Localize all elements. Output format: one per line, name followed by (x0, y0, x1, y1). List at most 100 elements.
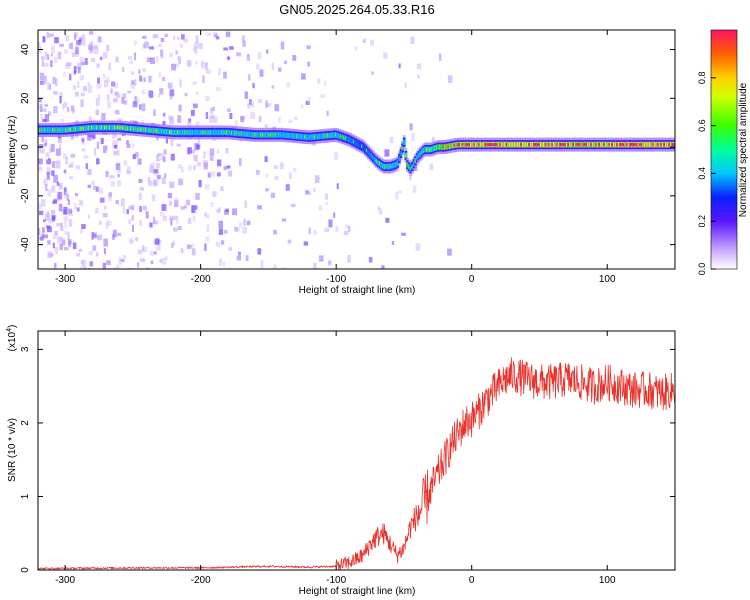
noise-speck (59, 96, 62, 104)
noise-speck (257, 51, 262, 60)
noise-speck (170, 138, 174, 147)
track-mid (222, 129, 225, 136)
track-mid (601, 141, 604, 148)
noise-speck (142, 67, 146, 73)
noise-speck (195, 60, 198, 65)
noise-speck (192, 46, 195, 52)
noise-speck (42, 37, 46, 42)
noise-speck (227, 108, 231, 113)
noise-speck (307, 191, 311, 195)
noise-speck (91, 58, 95, 62)
noise-speck (265, 173, 269, 178)
noise-speck (42, 219, 46, 223)
spectrogram-frame (37, 29, 676, 270)
track-mid (162, 128, 165, 135)
noise-speck (157, 43, 163, 48)
noise-speck (72, 242, 77, 250)
noise-speck (87, 133, 92, 141)
noise-speck (91, 180, 95, 185)
noise-speck (218, 67, 222, 76)
noise-speck (285, 184, 290, 191)
track-mid (381, 163, 385, 169)
track-mid (614, 141, 617, 148)
noise-speck (76, 40, 81, 46)
track-mid (178, 129, 181, 136)
track-mid (648, 141, 651, 148)
noise-speck (109, 175, 115, 179)
noise-speck (174, 199, 179, 207)
noise-speck (139, 205, 142, 213)
noise-speck (115, 200, 119, 205)
noise-speck (238, 158, 242, 166)
noise-speck (133, 52, 137, 61)
noise-speck (44, 103, 49, 107)
track-mid (463, 141, 466, 148)
noise-speck (206, 69, 211, 75)
noise-speck (105, 170, 109, 178)
noise-speck (328, 219, 333, 228)
track-mid (147, 127, 150, 133)
noise-speck (117, 232, 122, 237)
track-mid (45, 127, 48, 133)
noise-speck (89, 31, 94, 35)
noise-speck (178, 104, 182, 112)
track-mid (250, 131, 253, 138)
snr-x-label: Height of straight line (km) (299, 586, 416, 597)
noise-speck (133, 79, 137, 86)
noise-speck (183, 38, 188, 43)
noise-speck (87, 214, 90, 219)
noise-speck (53, 263, 57, 269)
noise-speck (209, 116, 215, 123)
noise-speck (49, 144, 52, 151)
track-mid (290, 132, 294, 139)
noise-speck (148, 75, 152, 83)
noise-speck (370, 39, 375, 46)
snr-series-line (38, 357, 675, 570)
snr-plot-area (38, 331, 675, 570)
track-mid (164, 128, 167, 135)
noise-speck (371, 71, 374, 75)
noise-speck (53, 174, 59, 183)
noise-speck (178, 178, 184, 186)
noise-speck (102, 145, 107, 154)
track-mid (612, 141, 616, 148)
track-mid (424, 146, 427, 153)
noise-speck (102, 51, 108, 59)
noise-speck (97, 94, 101, 101)
noise-speck (46, 32, 49, 39)
track-mid (531, 141, 534, 148)
track-mid (497, 141, 500, 148)
track-mid (50, 127, 53, 133)
track-mid (546, 141, 549, 148)
track-mid (125, 125, 128, 131)
noise-speck (108, 192, 112, 198)
noise-speck (188, 165, 192, 171)
track-mid (664, 141, 668, 148)
track-mid (655, 141, 658, 148)
noise-speck (74, 203, 77, 210)
noise-speck (217, 159, 222, 167)
track-mid (321, 133, 325, 139)
track-mid (289, 132, 292, 139)
noise-speck (38, 145, 43, 154)
track-mid (422, 147, 425, 154)
noise-speck (97, 77, 100, 84)
noise-speck (190, 109, 195, 116)
noise-speck (172, 215, 178, 220)
track-mid (152, 127, 155, 134)
noise-speck (185, 199, 191, 206)
noise-speck (264, 124, 268, 129)
track-mid (642, 141, 645, 148)
track-mid (56, 127, 59, 133)
noise-speck (161, 204, 167, 211)
track-mid (320, 133, 323, 140)
noise-speck (177, 225, 182, 231)
noise-speck (64, 49, 69, 54)
track-mid (383, 163, 386, 170)
noise-speck (209, 154, 214, 161)
noise-speck (64, 247, 69, 251)
noise-speck (94, 46, 99, 55)
noise-speck (303, 241, 308, 246)
noise-speck (154, 220, 159, 225)
track-mid (242, 130, 245, 137)
